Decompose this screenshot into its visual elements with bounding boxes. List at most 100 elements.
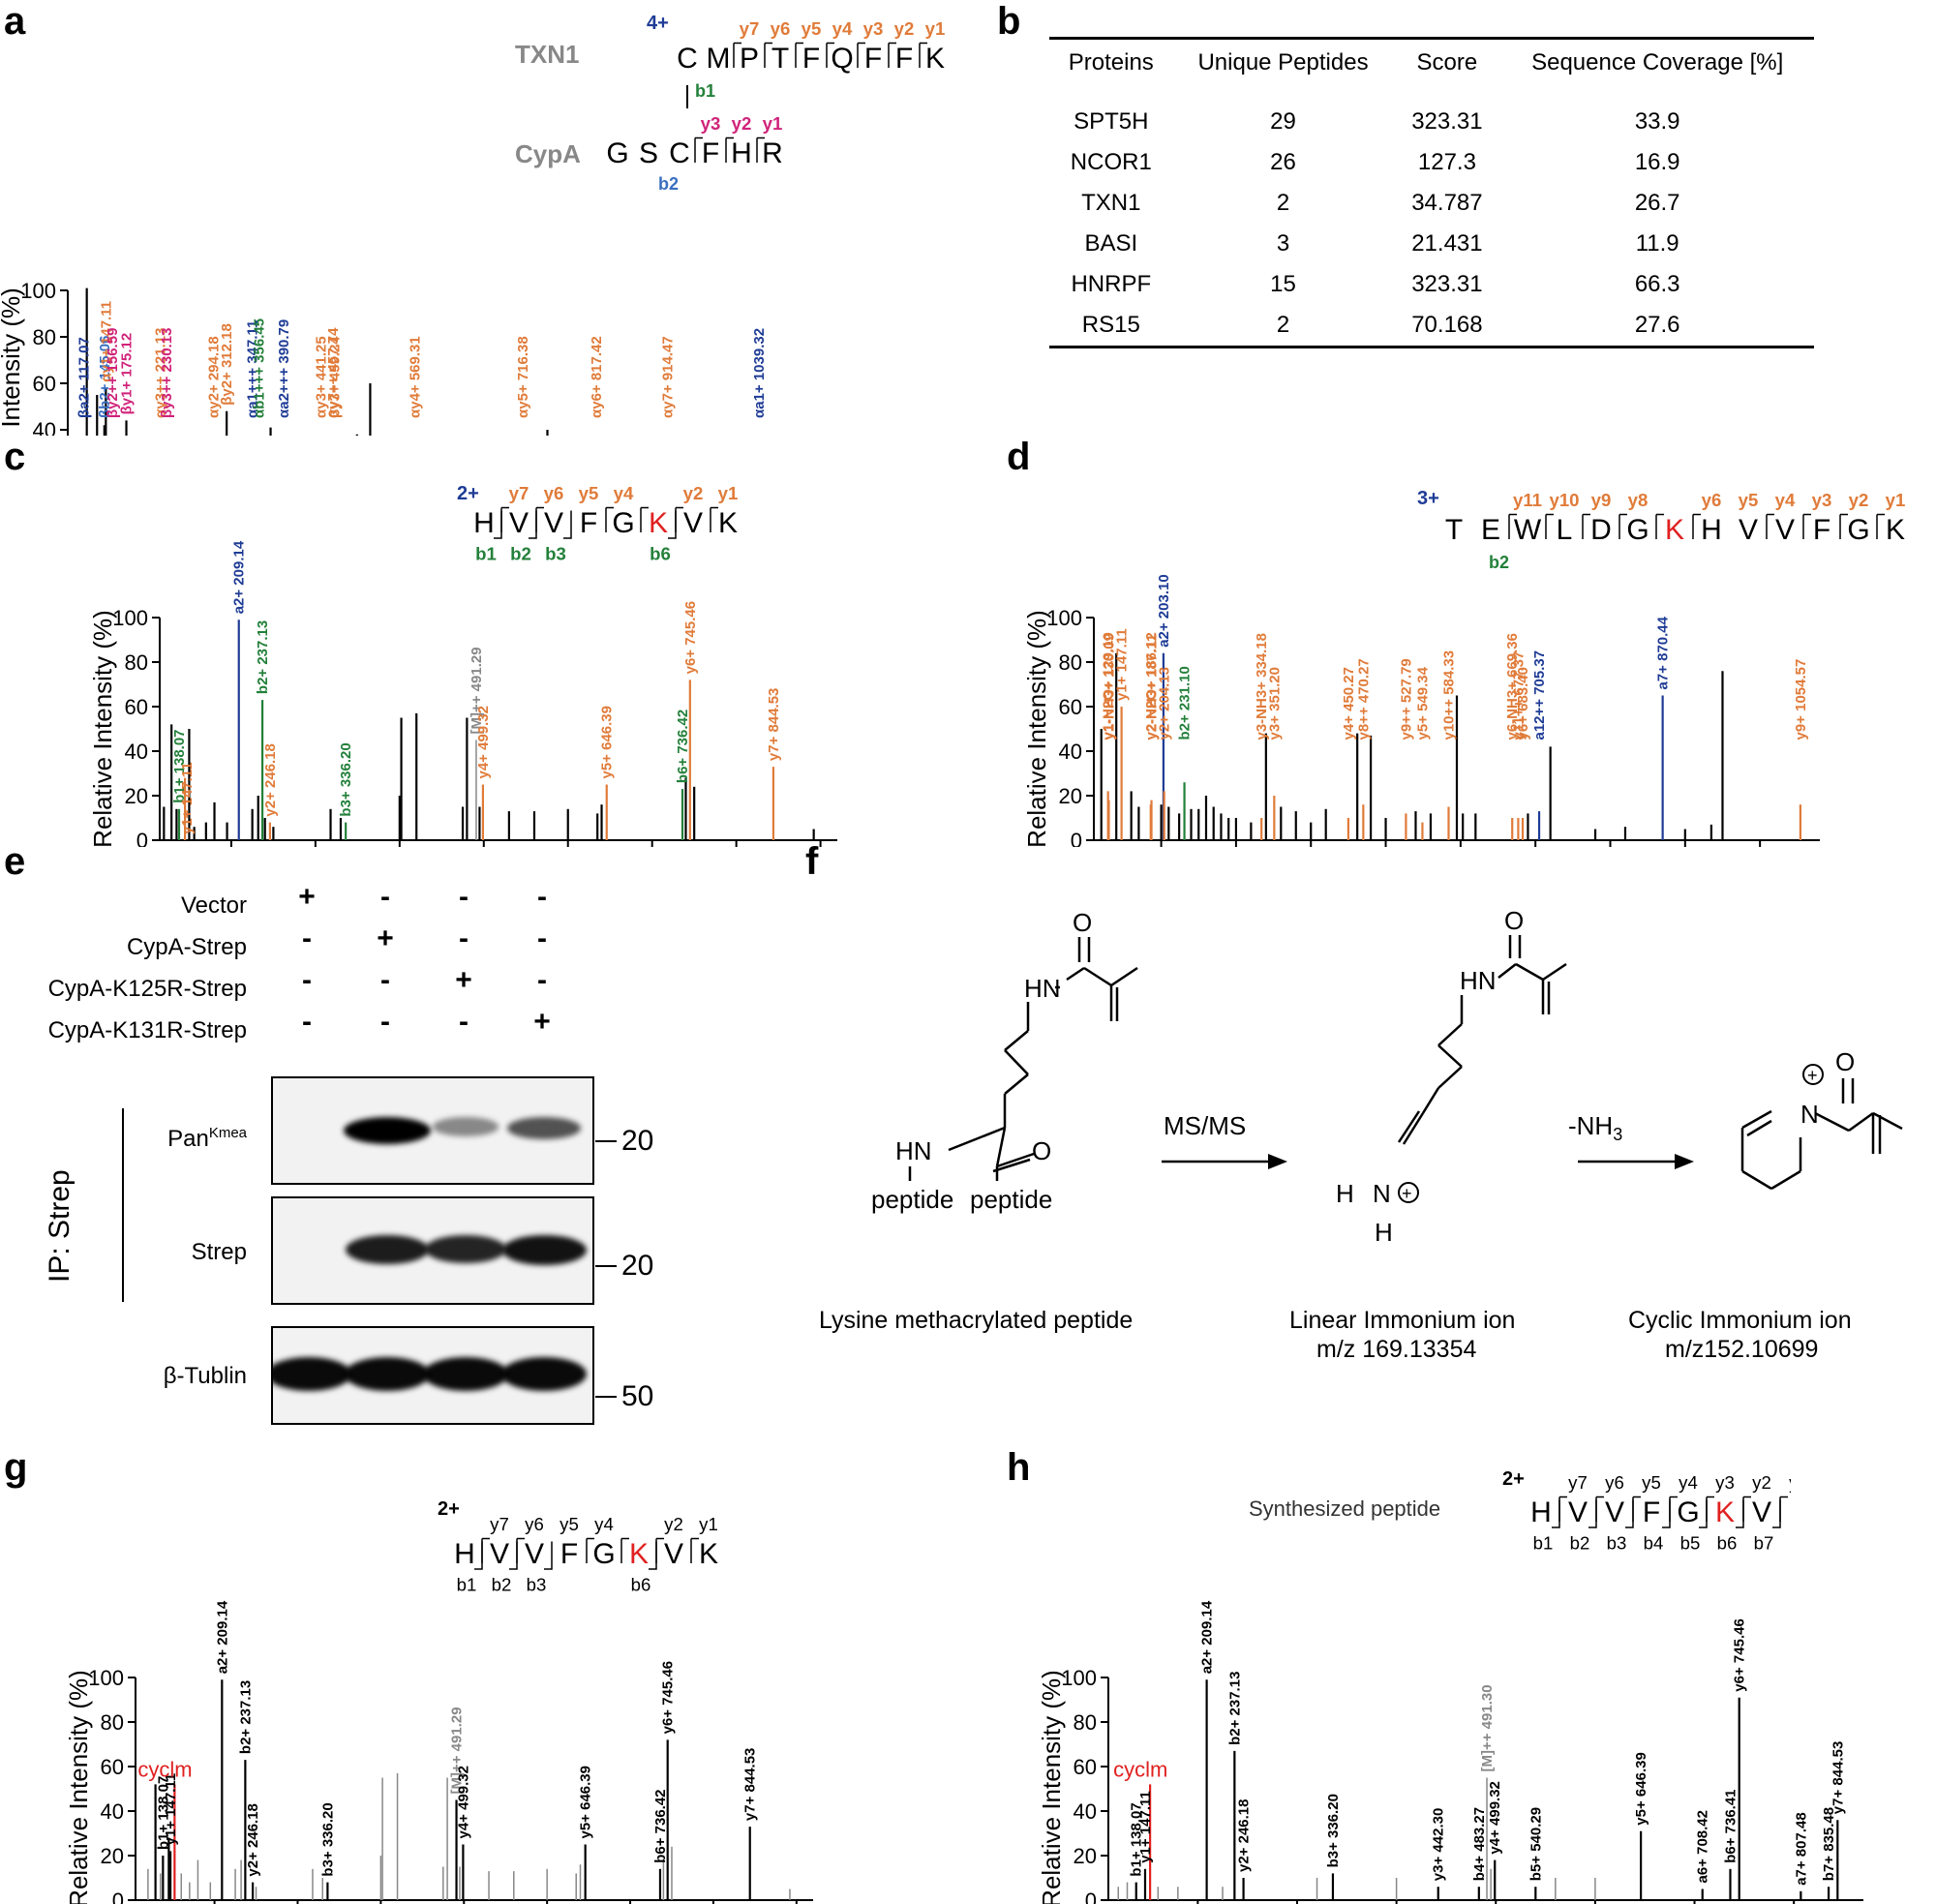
mol2-h-left: H xyxy=(1336,1179,1354,1208)
y-tick-label: 0 xyxy=(112,1889,124,1904)
y-tick-label: 60 xyxy=(101,1755,124,1779)
peak-label: αy1+ 147.11 xyxy=(98,301,114,382)
peak-label: a7+ 870.44 xyxy=(1655,616,1672,689)
blot-sign: - xyxy=(302,922,312,954)
residue: P xyxy=(740,43,759,75)
residue: G xyxy=(1847,514,1869,546)
cypa-name: CypA xyxy=(515,139,581,168)
residue: F xyxy=(1643,1496,1660,1528)
peak-label-cyclm: cyclm xyxy=(1113,1757,1167,1781)
table-cell: 26.7 xyxy=(1634,190,1680,216)
blot-sign: - xyxy=(537,881,547,913)
spectrum-g: 020406080100200300400500600700800900m/zR… xyxy=(64,1600,813,1904)
peak-label: y2+ 204.13 xyxy=(1157,667,1173,740)
peak-label: αy4+ 569.31 xyxy=(408,336,424,418)
mol1-name: Lysine methacrylated peptide xyxy=(819,1307,1133,1334)
panel-label-d: d xyxy=(1007,436,1031,478)
tubulin-label: β-Tublin xyxy=(163,1363,247,1389)
peak-label: a6+ 708.42 xyxy=(1695,1810,1711,1884)
residue: F xyxy=(560,1538,578,1570)
peak-label: βy3+ 459.24 xyxy=(326,336,343,418)
y-tick-label: 0 xyxy=(136,829,148,847)
y-ion-label: y5 xyxy=(802,18,822,39)
residue: V xyxy=(544,507,563,539)
blot-band xyxy=(346,1235,429,1265)
blot-band xyxy=(501,1235,587,1265)
y-ion-label: y9 xyxy=(1591,490,1612,510)
peak-label: y6+ 745.46 xyxy=(660,1661,677,1735)
peak-label-cyclm: cyclm xyxy=(137,1757,192,1781)
peak-label: y7+ 844.53 xyxy=(766,688,782,762)
peak-label: y2+ 246.18 xyxy=(262,743,279,817)
table-cell: 21.431 xyxy=(1411,230,1483,257)
y-ion-label: y4 xyxy=(594,1514,614,1534)
residue: V xyxy=(490,1538,509,1570)
peak-label: βy1+ 175.12 xyxy=(119,333,136,415)
b-ion-label: b3 xyxy=(527,1575,547,1593)
peak-label: y6+ 683.40 xyxy=(1515,667,1531,740)
peak-label: a2+ 203.10 xyxy=(1156,574,1172,648)
blot-band xyxy=(344,1117,431,1144)
peak-label: a2+ 209.14 xyxy=(214,1600,230,1674)
y-tick-label: 100 xyxy=(1046,606,1082,630)
blot-sign: - xyxy=(380,881,390,913)
y-ion-label: y2 xyxy=(894,18,915,39)
blot-sign: - xyxy=(302,964,312,996)
peak-label: b5+ 540.29 xyxy=(1528,1807,1544,1881)
residue: Q xyxy=(831,43,853,75)
peak-label: [M]++ 491.29 xyxy=(449,1707,466,1794)
peak-label: b2+ 237.13 xyxy=(1226,1672,1243,1745)
cypa-sequence: G S C F H Ry3 y2 y1 xyxy=(606,113,783,169)
y-tick-label: 80 xyxy=(33,325,56,349)
peak-label: b1+ 138.07 xyxy=(171,729,188,802)
peptide-diagram-a: TXN1 4+ C M P T F Q F F Ky7 y6 y5 y4 y3 y2 y1 b1 CypA … xyxy=(515,13,945,194)
table-cell: 2 xyxy=(1276,190,1290,216)
table-cell: 16.9 xyxy=(1634,149,1680,175)
peak-label: y11++ 677.37 xyxy=(1510,651,1527,740)
residue: F xyxy=(895,43,913,75)
residue: K xyxy=(629,1538,649,1570)
western-blot: Vector + - - - CypA-Strep - + - - CypA-K125R-Strep… xyxy=(0,852,794,1433)
peak-label: βa2+ 117.07 xyxy=(76,337,93,418)
table-cell: 66.3 xyxy=(1634,271,1680,297)
residue: C xyxy=(669,137,690,169)
blot-pan-kmea xyxy=(271,1076,594,1185)
table-cell: 323.31 xyxy=(1411,108,1483,135)
peak-label: [M]++ 491.30 xyxy=(1479,1684,1496,1771)
peak-label: βb2+ 145.06 xyxy=(97,336,113,418)
table-cell: 127.3 xyxy=(1417,149,1476,175)
peak-label: y2+ 246.18 xyxy=(1236,1799,1253,1873)
charge-d: 3+ xyxy=(1417,488,1439,509)
blot-band xyxy=(422,1357,509,1392)
table-cell: 33.9 xyxy=(1634,108,1680,135)
reaction-scheme: O HN O HN peptide peptide Lysine methacr… xyxy=(819,906,1903,1363)
mol1-oxygen: O xyxy=(1073,908,1092,937)
ip-bracket xyxy=(122,1108,124,1302)
mol1-peptide-left: peptide xyxy=(871,1185,953,1214)
panel-label-f: f xyxy=(805,840,819,883)
table-row: BASI 3 21.431 11.9 xyxy=(1049,224,1814,264)
blot-sign: + xyxy=(377,922,394,954)
y-ion-label: y6 xyxy=(1605,1472,1624,1493)
y-ion-label: y10 xyxy=(1549,490,1579,510)
y-tick-label: 60 xyxy=(33,372,56,396)
peak-label: y2-NH3+ 187.11 xyxy=(1144,634,1161,740)
peak-label: a7+ 807.48 xyxy=(1793,1812,1809,1886)
y-ion-label: y3 xyxy=(1715,1472,1735,1493)
mol3-mz: m/z152.10699 xyxy=(1665,1336,1818,1363)
blot-sign: - xyxy=(380,1006,390,1038)
b-ion-label: b1 xyxy=(1533,1533,1554,1554)
peak-label: y5+ 646.39 xyxy=(1633,1752,1649,1826)
cypa-b2: b2 xyxy=(658,174,679,194)
table-cell: 11.9 xyxy=(1635,230,1679,257)
peak-label: βy2+ 312.18 xyxy=(219,323,235,406)
y-ion-label: y8 xyxy=(1628,490,1649,510)
y-ion-label: y2 xyxy=(1752,1472,1771,1493)
residue: H xyxy=(731,137,752,169)
d-b2-label: b2 xyxy=(1489,553,1509,572)
table-cell: 323.31 xyxy=(1411,271,1483,297)
table-row: RS15 2 70.168 27.6 xyxy=(1049,305,1814,346)
b-ion-label: b3 xyxy=(545,544,566,564)
residue: V xyxy=(1605,1496,1624,1528)
